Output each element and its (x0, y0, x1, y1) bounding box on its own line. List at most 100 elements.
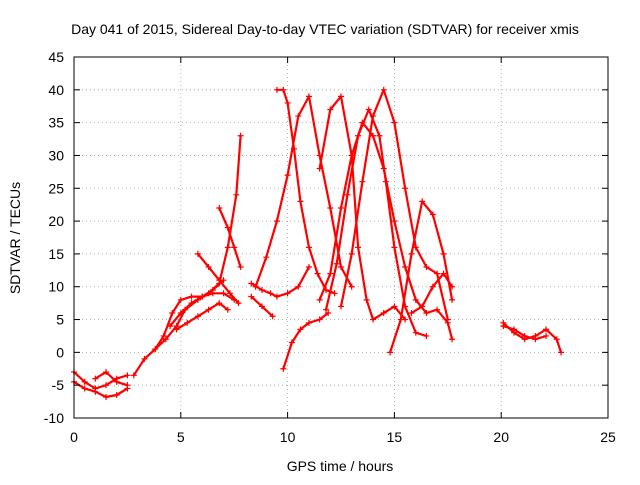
data-point-marker (305, 244, 312, 251)
data-point-marker (408, 309, 415, 316)
data-point-marker (558, 349, 565, 356)
data-point-marker (103, 369, 110, 376)
data-point-marker (412, 329, 419, 336)
series-pass-19 (408, 270, 456, 316)
data-point-marker (316, 296, 323, 303)
data-point-marker (370, 132, 377, 139)
data-point-marker (331, 290, 338, 297)
data-point-marker (327, 270, 334, 277)
data-point-marker (376, 132, 383, 139)
data-point-marker (449, 283, 456, 290)
y-tick-label: 45 (48, 49, 64, 65)
data-point-marker (81, 378, 88, 385)
data-point-marker (152, 346, 159, 353)
data-point-marker (391, 119, 398, 126)
data-point-marker (370, 316, 377, 323)
y-tick-label: 25 (48, 180, 64, 196)
data-point-marker (267, 290, 274, 297)
data-point-marker (188, 300, 195, 307)
series-line (218, 206, 242, 269)
y-tick-label: 5 (56, 312, 64, 328)
y-tick-label: 20 (48, 213, 64, 229)
data-point-marker (440, 250, 447, 257)
y-tick-label: 35 (48, 115, 64, 131)
data-point-marker (273, 218, 280, 225)
x-tick-label: 10 (280, 429, 296, 445)
data-point-marker (305, 93, 312, 100)
data-point-marker (231, 244, 238, 251)
data-point-marker (177, 309, 184, 316)
data-point-marker (382, 178, 389, 185)
data-point-marker (338, 264, 344, 271)
series-pass-17 (338, 86, 451, 323)
series-pass-7 (173, 300, 231, 333)
series-pass-3 (92, 369, 131, 389)
data-point-marker (553, 336, 560, 343)
data-point-marker (297, 326, 304, 333)
x-tick-label: 20 (493, 429, 509, 445)
data-point-marker (344, 191, 351, 198)
series-line (282, 311, 330, 370)
data-point-marker (220, 290, 227, 297)
tick-layer: 0 5 10 15 20 25 -10 -5 0 5 10 15 20 25 30 35 40 45 (44, 49, 616, 445)
data-point-marker (355, 132, 362, 139)
data-point-marker (280, 86, 287, 93)
x-tick-label: 25 (600, 429, 616, 445)
series-pass-10 (248, 264, 312, 300)
data-point-marker (297, 198, 304, 205)
data-point-marker (543, 326, 550, 333)
data-point-marker (449, 336, 456, 343)
data-point-marker (130, 372, 137, 379)
data-point-marker (348, 152, 355, 159)
x-tick-label: 0 (70, 429, 78, 445)
data-point-marker (532, 336, 539, 343)
data-point-marker (173, 326, 180, 333)
series-pass-8 (194, 250, 242, 307)
series-pass-14 (316, 119, 456, 343)
data-point-marker (288, 339, 295, 346)
data-point-marker (391, 218, 398, 225)
data-point-marker (327, 204, 334, 211)
data-point-marker (380, 309, 387, 316)
data-point-marker (216, 300, 223, 307)
data-point-marker (209, 287, 216, 294)
data-point-marker (263, 254, 270, 261)
data-point-marker (233, 191, 240, 198)
series-line (132, 134, 242, 377)
x-tick-label: 15 (387, 429, 403, 445)
data-point-marker (92, 388, 99, 395)
data-point-marker (252, 283, 259, 290)
data-point-marker (402, 185, 409, 192)
y-tick-label: 15 (48, 246, 64, 262)
data-point-marker (402, 264, 409, 271)
data-point-marker (348, 283, 355, 290)
series-line (94, 371, 129, 387)
series-pass-22 (500, 323, 550, 343)
data-point-marker (423, 264, 430, 271)
data-point-marker (237, 132, 244, 139)
data-point-marker (412, 296, 419, 303)
data-point-marker (355, 244, 362, 251)
data-point-marker (103, 382, 110, 389)
data-point-marker (338, 204, 344, 211)
y-tick-label: -5 (52, 377, 65, 393)
series-pass-12 (252, 93, 355, 290)
data-point-marker (280, 365, 287, 372)
series-pass-2 (71, 378, 131, 400)
data-point-marker (434, 270, 441, 277)
data-point-marker (124, 372, 131, 379)
data-point-marker (224, 244, 231, 251)
data-point-marker (295, 113, 302, 120)
data-point-marker (113, 378, 120, 385)
data-point-marker (429, 283, 436, 290)
y-axis-label: SDTVAR / TECUs (7, 182, 23, 294)
data-point-marker (543, 332, 550, 339)
data-point-marker (325, 309, 332, 316)
data-point-marker (273, 86, 280, 93)
data-point-marker (141, 355, 148, 362)
data-point-marker (216, 204, 223, 211)
y-tick-label: 30 (48, 147, 64, 163)
data-point-marker (500, 323, 507, 330)
data-point-marker (521, 332, 528, 339)
series-line (175, 302, 229, 331)
